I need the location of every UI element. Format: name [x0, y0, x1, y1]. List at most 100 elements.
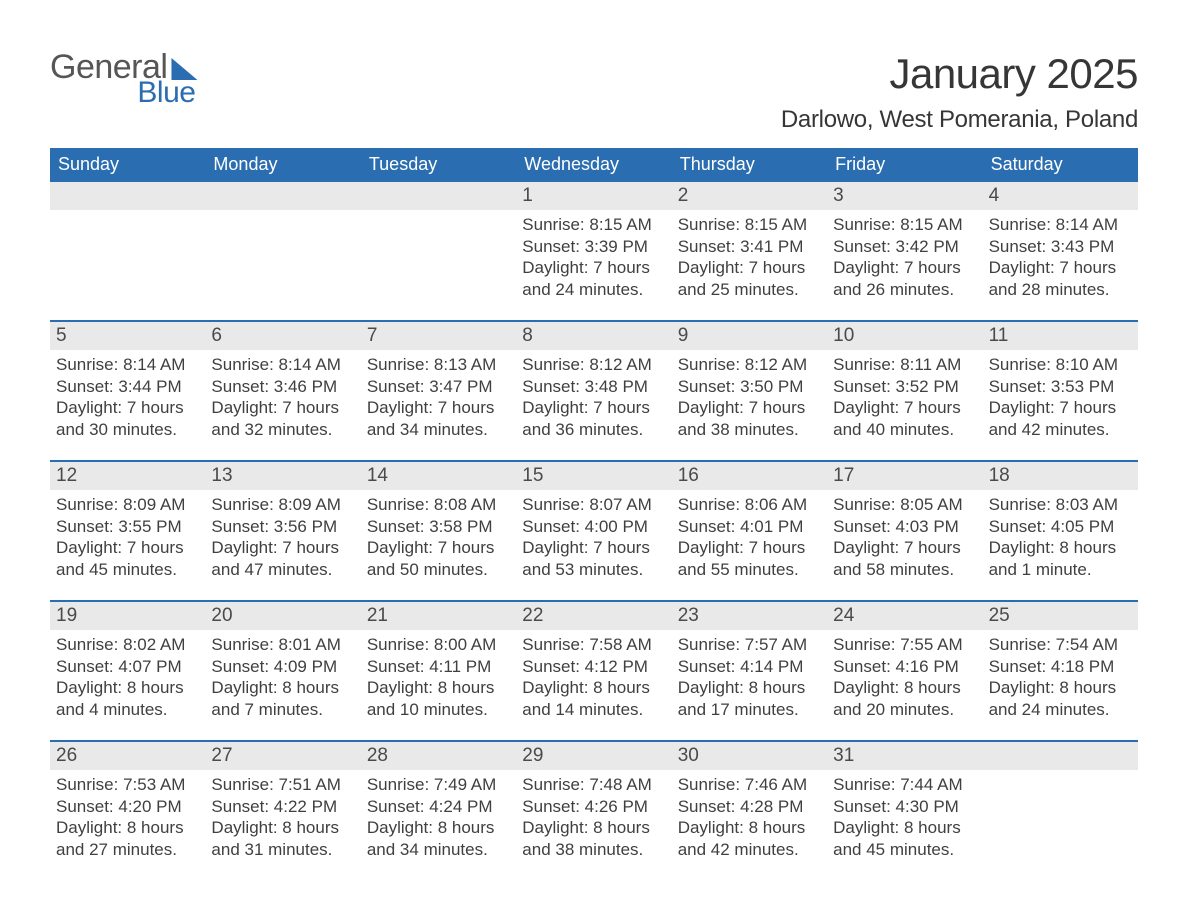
- day-cell: 26Sunrise: 7:53 AMSunset: 4:20 PMDayligh…: [50, 742, 205, 880]
- sunset-line: Sunset: 4:01 PM: [678, 516, 821, 538]
- day-body: Sunrise: 8:09 AMSunset: 3:56 PMDaylight:…: [205, 490, 360, 585]
- weekday-header-cell: Saturday: [983, 148, 1138, 182]
- brand-blue-text: Blue: [50, 78, 197, 108]
- day-number: 30: [672, 742, 827, 770]
- weekday-header-cell: Monday: [205, 148, 360, 182]
- sunset-line: Sunset: 4:22 PM: [211, 796, 354, 818]
- daylight-line: Daylight: 8 hours and 45 minutes.: [833, 817, 976, 861]
- day-number: [361, 182, 516, 210]
- weekday-header-cell: Friday: [827, 148, 982, 182]
- day-cell: 10Sunrise: 8:11 AMSunset: 3:52 PMDayligh…: [827, 322, 982, 460]
- sunset-line: Sunset: 3:56 PM: [211, 516, 354, 538]
- day-number: 25: [983, 602, 1138, 630]
- day-number: 13: [205, 462, 360, 490]
- daylight-line: Daylight: 8 hours and 7 minutes.: [211, 677, 354, 721]
- day-cell: 6Sunrise: 8:14 AMSunset: 3:46 PMDaylight…: [205, 322, 360, 460]
- sunset-line: Sunset: 4:18 PM: [989, 656, 1132, 678]
- day-number: 19: [50, 602, 205, 630]
- daylight-line: Daylight: 8 hours and 38 minutes.: [522, 817, 665, 861]
- day-body: Sunrise: 8:15 AMSunset: 3:39 PMDaylight:…: [516, 210, 671, 305]
- day-cell: 5Sunrise: 8:14 AMSunset: 3:44 PMDaylight…: [50, 322, 205, 460]
- title-block: January 2025 Darlowo, West Pomerania, Po…: [781, 50, 1138, 134]
- day-cell: 4Sunrise: 8:14 AMSunset: 3:43 PMDaylight…: [983, 182, 1138, 320]
- day-cell: 17Sunrise: 8:05 AMSunset: 4:03 PMDayligh…: [827, 462, 982, 600]
- sunrise-line: Sunrise: 8:02 AM: [56, 634, 199, 656]
- sunset-line: Sunset: 4:05 PM: [989, 516, 1132, 538]
- day-body: Sunrise: 7:55 AMSunset: 4:16 PMDaylight:…: [827, 630, 982, 725]
- sunrise-line: Sunrise: 8:15 AM: [833, 214, 976, 236]
- week-row: 12Sunrise: 8:09 AMSunset: 3:55 PMDayligh…: [50, 460, 1138, 600]
- daylight-line: Daylight: 7 hours and 34 minutes.: [367, 397, 510, 441]
- page-subtitle: Darlowo, West Pomerania, Poland: [781, 106, 1138, 134]
- daylight-line: Daylight: 8 hours and 42 minutes.: [678, 817, 821, 861]
- daylight-line: Daylight: 7 hours and 47 minutes.: [211, 537, 354, 581]
- sunrise-line: Sunrise: 8:15 AM: [522, 214, 665, 236]
- daylight-line: Daylight: 8 hours and 17 minutes.: [678, 677, 821, 721]
- day-number: 6: [205, 322, 360, 350]
- sunrise-line: Sunrise: 8:00 AM: [367, 634, 510, 656]
- daylight-line: Daylight: 7 hours and 38 minutes.: [678, 397, 821, 441]
- sunset-line: Sunset: 4:26 PM: [522, 796, 665, 818]
- sunrise-line: Sunrise: 7:57 AM: [678, 634, 821, 656]
- week-row: 26Sunrise: 7:53 AMSunset: 4:20 PMDayligh…: [50, 740, 1138, 880]
- day-number: 1: [516, 182, 671, 210]
- day-cell: 14Sunrise: 8:08 AMSunset: 3:58 PMDayligh…: [361, 462, 516, 600]
- weekday-header-cell: Thursday: [672, 148, 827, 182]
- sunrise-line: Sunrise: 8:14 AM: [56, 354, 199, 376]
- daylight-line: Daylight: 7 hours and 25 minutes.: [678, 257, 821, 301]
- sunrise-line: Sunrise: 8:06 AM: [678, 494, 821, 516]
- daylight-line: Daylight: 7 hours and 30 minutes.: [56, 397, 199, 441]
- daylight-line: Daylight: 8 hours and 1 minute.: [989, 537, 1132, 581]
- day-number: 7: [361, 322, 516, 350]
- day-number: 2: [672, 182, 827, 210]
- day-number: 23: [672, 602, 827, 630]
- day-cell: 9Sunrise: 8:12 AMSunset: 3:50 PMDaylight…: [672, 322, 827, 460]
- sunrise-line: Sunrise: 7:54 AM: [989, 634, 1132, 656]
- sunset-line: Sunset: 3:55 PM: [56, 516, 199, 538]
- sunset-line: Sunset: 3:53 PM: [989, 376, 1132, 398]
- sunset-line: Sunset: 4:00 PM: [522, 516, 665, 538]
- day-body: Sunrise: 7:54 AMSunset: 4:18 PMDaylight:…: [983, 630, 1138, 725]
- day-body: Sunrise: 8:00 AMSunset: 4:11 PMDaylight:…: [361, 630, 516, 725]
- sunset-line: Sunset: 4:07 PM: [56, 656, 199, 678]
- day-body: Sunrise: 8:07 AMSunset: 4:00 PMDaylight:…: [516, 490, 671, 585]
- sunrise-line: Sunrise: 7:49 AM: [367, 774, 510, 796]
- day-number: 20: [205, 602, 360, 630]
- sunrise-line: Sunrise: 7:48 AM: [522, 774, 665, 796]
- weekday-header-cell: Sunday: [50, 148, 205, 182]
- day-cell: 16Sunrise: 8:06 AMSunset: 4:01 PMDayligh…: [672, 462, 827, 600]
- day-cell: 18Sunrise: 8:03 AMSunset: 4:05 PMDayligh…: [983, 462, 1138, 600]
- sunrise-line: Sunrise: 8:11 AM: [833, 354, 976, 376]
- sunrise-line: Sunrise: 8:08 AM: [367, 494, 510, 516]
- sunrise-line: Sunrise: 8:14 AM: [989, 214, 1132, 236]
- sunrise-line: Sunrise: 8:12 AM: [522, 354, 665, 376]
- day-cell: 28Sunrise: 7:49 AMSunset: 4:24 PMDayligh…: [361, 742, 516, 880]
- sunrise-line: Sunrise: 8:03 AM: [989, 494, 1132, 516]
- day-body: Sunrise: 8:10 AMSunset: 3:53 PMDaylight:…: [983, 350, 1138, 445]
- sunset-line: Sunset: 4:12 PM: [522, 656, 665, 678]
- sunset-line: Sunset: 3:42 PM: [833, 236, 976, 258]
- sunrise-line: Sunrise: 7:44 AM: [833, 774, 976, 796]
- day-cell: 22Sunrise: 7:58 AMSunset: 4:12 PMDayligh…: [516, 602, 671, 740]
- day-cell: 1Sunrise: 8:15 AMSunset: 3:39 PMDaylight…: [516, 182, 671, 320]
- sunset-line: Sunset: 3:44 PM: [56, 376, 199, 398]
- daylight-line: Daylight: 7 hours and 26 minutes.: [833, 257, 976, 301]
- sunrise-line: Sunrise: 8:09 AM: [56, 494, 199, 516]
- day-cell: 15Sunrise: 8:07 AMSunset: 4:00 PMDayligh…: [516, 462, 671, 600]
- daylight-line: Daylight: 8 hours and 34 minutes.: [367, 817, 510, 861]
- sunrise-line: Sunrise: 8:13 AM: [367, 354, 510, 376]
- daylight-line: Daylight: 7 hours and 32 minutes.: [211, 397, 354, 441]
- sunrise-line: Sunrise: 7:46 AM: [678, 774, 821, 796]
- sunrise-line: Sunrise: 8:05 AM: [833, 494, 976, 516]
- day-body: Sunrise: 8:02 AMSunset: 4:07 PMDaylight:…: [50, 630, 205, 725]
- day-number: [50, 182, 205, 210]
- sunset-line: Sunset: 4:16 PM: [833, 656, 976, 678]
- day-cell: 29Sunrise: 7:48 AMSunset: 4:26 PMDayligh…: [516, 742, 671, 880]
- sunrise-line: Sunrise: 8:09 AM: [211, 494, 354, 516]
- sunset-line: Sunset: 3:48 PM: [522, 376, 665, 398]
- weekday-header-cell: Wednesday: [516, 148, 671, 182]
- sunrise-line: Sunrise: 8:14 AM: [211, 354, 354, 376]
- day-body: Sunrise: 8:08 AMSunset: 3:58 PMDaylight:…: [361, 490, 516, 585]
- day-body: Sunrise: 7:48 AMSunset: 4:26 PMDaylight:…: [516, 770, 671, 865]
- daylight-line: Daylight: 7 hours and 55 minutes.: [678, 537, 821, 581]
